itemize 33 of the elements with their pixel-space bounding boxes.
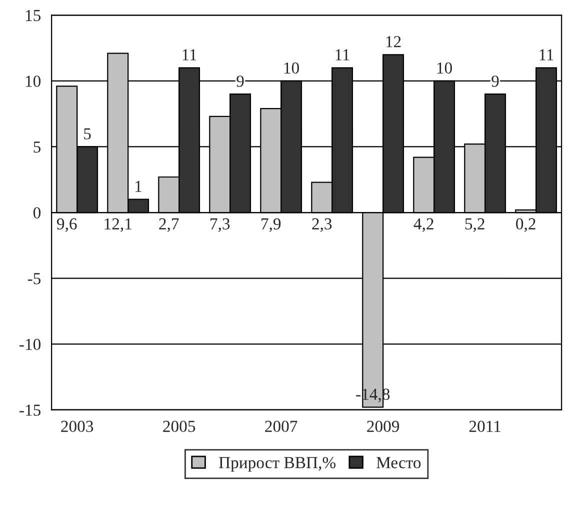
x-tick-label: 2005 <box>163 420 196 432</box>
data-label: 10 <box>284 62 299 74</box>
x-tick-label: 2011 <box>469 420 500 432</box>
y-tick-label: -10 <box>20 338 41 350</box>
data-label: 9,6 <box>56 218 77 232</box>
y-tick-label: -5 <box>28 273 41 284</box>
data-label: 12,1 <box>104 218 132 232</box>
x-tick-label: 2009 <box>367 420 400 432</box>
y-tick-label: 15 <box>26 10 40 22</box>
y-tick-label: 5 <box>34 142 40 153</box>
x-tick-label: 2003 <box>61 420 94 432</box>
data-label: 11 <box>182 49 196 60</box>
y-tick-label: 10 <box>26 76 41 87</box>
data-label: 7,3 <box>210 218 230 232</box>
data-label: 4,2 <box>414 218 434 232</box>
data-label: 0,2 <box>516 218 536 232</box>
y-tick-label: -15 <box>20 404 41 416</box>
x-tick-label: 2007 <box>265 420 298 432</box>
legend-label: Прирост ВВП,% <box>219 457 336 472</box>
data-label: 10 <box>437 62 452 74</box>
data-label: 12 <box>386 36 401 48</box>
data-label: 9 <box>492 76 499 87</box>
legend-label: Место <box>376 457 421 468</box>
data-label: 9 <box>236 76 244 87</box>
data-label: 1 <box>136 180 142 192</box>
data-label: 5,2 <box>465 218 484 232</box>
data-label: 2,7 <box>159 218 179 232</box>
data-label: 5 <box>84 128 91 140</box>
data-label: 11 <box>336 49 350 60</box>
data-label: 11 <box>540 49 554 60</box>
data-label: 7,9 <box>262 218 281 232</box>
y-tick-label: 0 <box>33 207 41 218</box>
data-label: 2,3 <box>312 218 332 232</box>
